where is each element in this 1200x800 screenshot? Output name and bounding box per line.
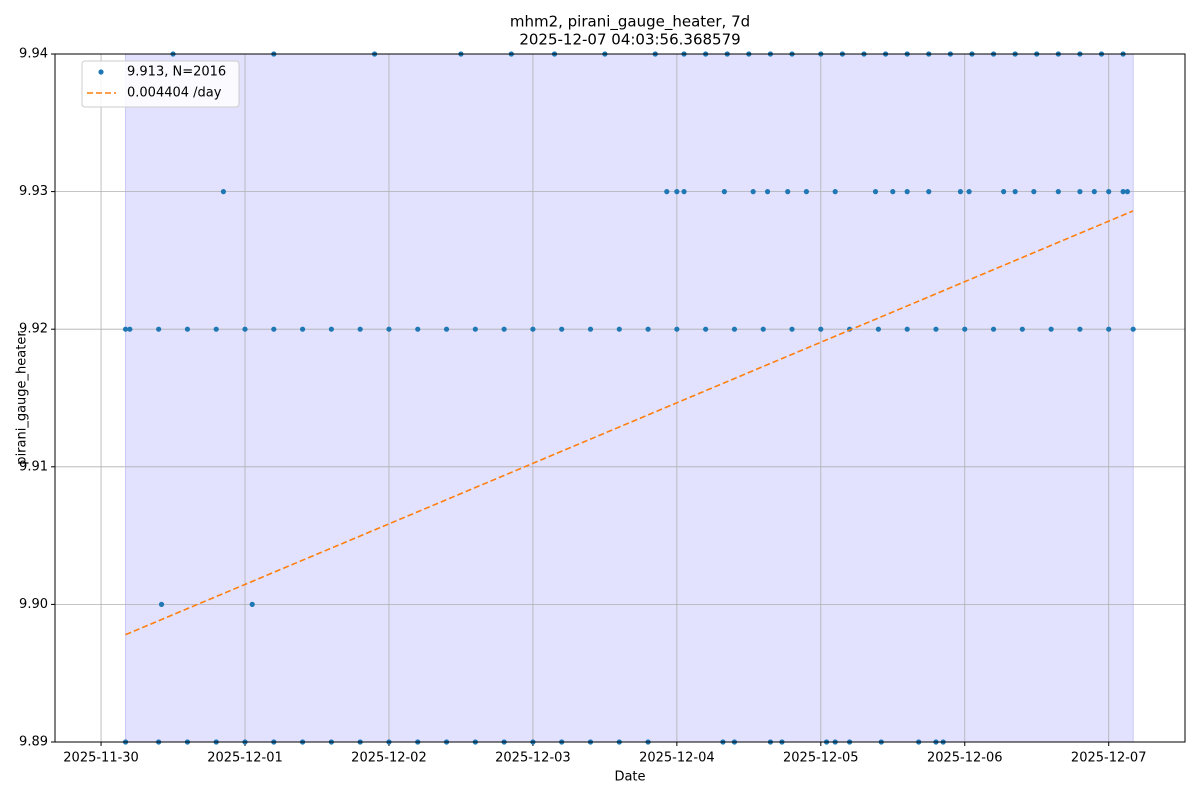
data-point xyxy=(664,189,670,195)
y-tick-label: 9.91 xyxy=(19,459,48,474)
y-axis-label: pirani_gauge_heater xyxy=(15,331,30,465)
data-point xyxy=(681,189,687,195)
data-point xyxy=(962,326,968,332)
data-point xyxy=(587,326,594,332)
data-point xyxy=(832,189,838,195)
data-point xyxy=(1077,189,1083,195)
data-point xyxy=(530,326,536,332)
data-point xyxy=(242,326,248,332)
data-point xyxy=(1012,189,1018,195)
data-point xyxy=(789,326,795,332)
data-point xyxy=(357,326,363,332)
data-point xyxy=(472,326,478,332)
data-point xyxy=(1120,189,1126,195)
data-point xyxy=(966,189,972,195)
data-point xyxy=(875,326,881,332)
data-point xyxy=(1124,189,1131,195)
data-point xyxy=(731,326,738,332)
data-point xyxy=(785,189,791,195)
y-tick-label: 9.94 xyxy=(19,47,48,62)
data-point xyxy=(184,326,191,332)
x-tick-label: 2025-12-07 xyxy=(1071,751,1147,766)
data-point xyxy=(386,326,392,332)
data-point xyxy=(443,326,450,332)
chart-title: mhm2, pirani_gauge_heater, 7d xyxy=(510,13,750,32)
data-point xyxy=(674,189,680,195)
data-point xyxy=(957,189,964,195)
data-point xyxy=(1091,189,1097,195)
data-point xyxy=(328,326,334,332)
trend-line xyxy=(125,210,1134,636)
data-point xyxy=(213,326,219,332)
data-point xyxy=(220,189,227,195)
data-point xyxy=(156,326,162,332)
legend-label: 0.004404 /day xyxy=(127,86,222,101)
data-point xyxy=(249,601,255,608)
data-point xyxy=(1130,326,1136,332)
data-point xyxy=(559,326,565,332)
data-point xyxy=(127,326,133,332)
x-tick-label: 2025-12-05 xyxy=(783,751,859,766)
data-point xyxy=(1031,189,1037,195)
data-point xyxy=(415,326,421,332)
data-point xyxy=(904,189,910,195)
data-point xyxy=(1055,189,1061,195)
data-point xyxy=(872,189,879,195)
data-point xyxy=(1019,326,1025,332)
data-point xyxy=(990,326,997,332)
legend-marker xyxy=(98,69,104,75)
data-point xyxy=(645,326,651,332)
data-point xyxy=(674,326,680,332)
data-point xyxy=(818,326,824,332)
data-point xyxy=(764,189,771,195)
y-tick-label: 9.93 xyxy=(19,184,48,199)
y-tick-label: 9.89 xyxy=(19,735,48,750)
data-point xyxy=(926,189,932,195)
plot-frame xyxy=(54,53,1186,743)
data-point xyxy=(904,326,910,332)
chart-subtitle: 2025-12-07 04:03:56.368579 xyxy=(519,31,740,49)
data-point xyxy=(299,326,306,332)
y-tick-label: 9.90 xyxy=(19,597,48,612)
data-point xyxy=(1077,326,1083,332)
x-tick-label: 2025-12-06 xyxy=(927,751,1003,766)
data-point xyxy=(750,189,756,195)
x-tick-label: 2025-12-02 xyxy=(351,751,427,766)
data-point xyxy=(1001,189,1007,195)
y-tick-label: 9.92 xyxy=(19,322,48,337)
data-point xyxy=(760,326,766,332)
data-point xyxy=(1106,326,1112,332)
legend-box xyxy=(81,60,240,108)
x-tick-label: 2025-11-30 xyxy=(63,751,139,766)
data-point xyxy=(1106,189,1112,195)
data-point xyxy=(616,326,622,332)
shaded-span xyxy=(125,53,1134,743)
data-point xyxy=(703,326,709,332)
data-point xyxy=(933,326,939,332)
data-point xyxy=(122,326,129,332)
data-point xyxy=(1048,326,1054,332)
x-tick-label: 2025-12-01 xyxy=(207,751,283,766)
data-point xyxy=(890,189,896,195)
data-point xyxy=(501,326,507,332)
x-tick-label: 2025-12-04 xyxy=(639,751,715,766)
data-point xyxy=(721,189,727,195)
x-tick-label: 2025-12-03 xyxy=(495,751,571,766)
data-point xyxy=(158,601,165,608)
x-axis-label: Date xyxy=(614,770,645,785)
legend-label: 9.913, N=2016 xyxy=(127,65,226,80)
data-point xyxy=(803,189,810,195)
data-point xyxy=(271,326,277,332)
